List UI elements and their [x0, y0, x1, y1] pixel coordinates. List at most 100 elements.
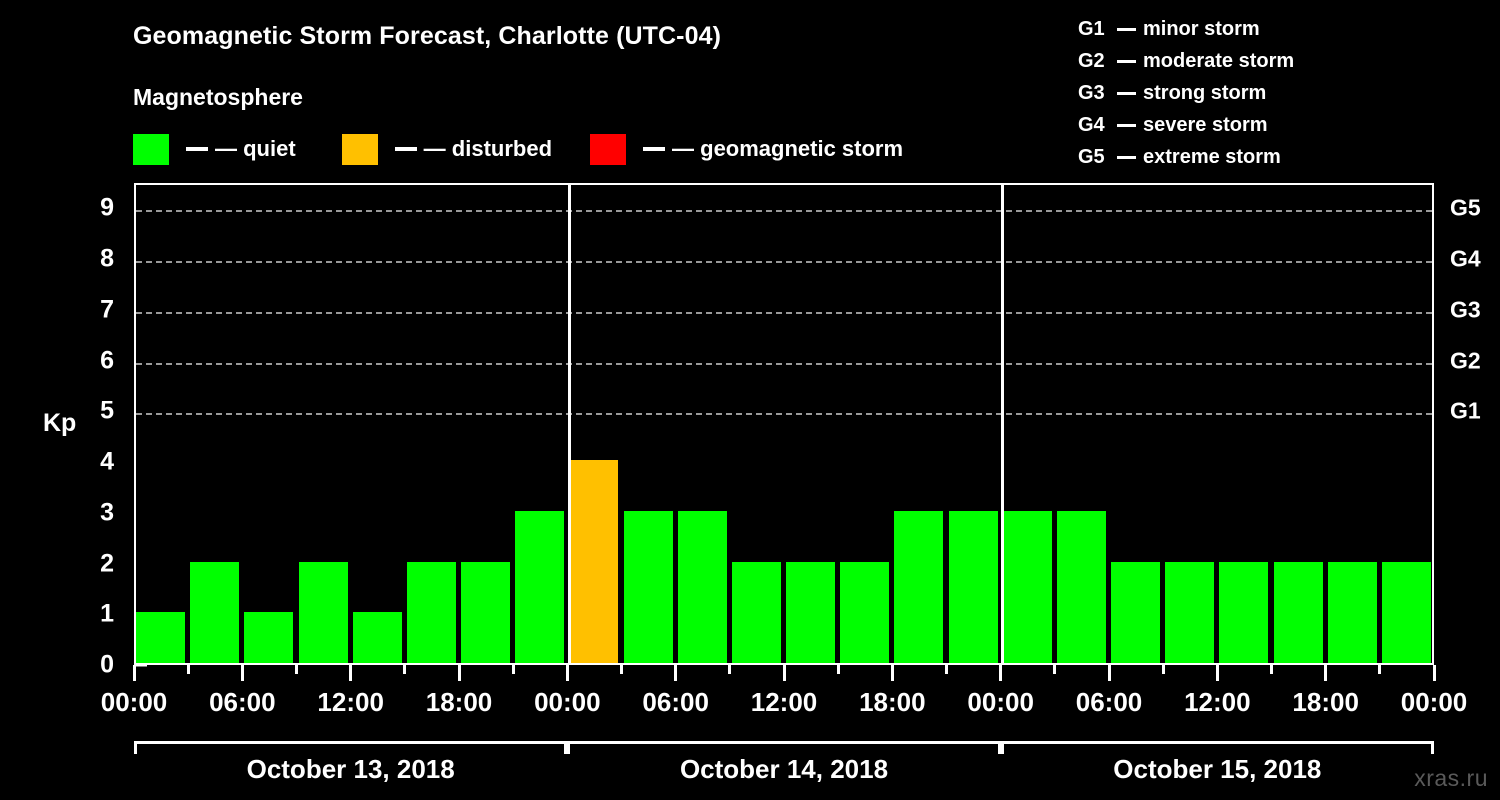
legend-dash-icon: [643, 147, 666, 151]
x-tick-minor: [620, 665, 623, 674]
g-scale-desc-g4: severe storm: [1143, 113, 1268, 136]
watermark: xras.ru: [1414, 765, 1488, 791]
x-tick-major: [674, 665, 678, 681]
y-tick-label-3: 3: [100, 498, 114, 527]
x-tick-label: 12:00: [1184, 687, 1251, 717]
g-scale-dash-icon: [1117, 91, 1136, 95]
g-scale-row-g4: G4 severe storm: [1078, 109, 1294, 141]
x-tick-major: [132, 665, 136, 681]
g-scale-row-g5: G5 extreme storm: [1078, 141, 1294, 173]
gridline-kp-8: [136, 261, 1432, 264]
x-tick-label: 00:00: [534, 687, 601, 717]
y-axis-title: Kp: [43, 409, 77, 437]
plot-inner: [136, 185, 1432, 663]
x-tick-label: 06:00: [1075, 687, 1143, 717]
bar: [1111, 561, 1161, 663]
g-scale-code-g3: G3: [1078, 81, 1105, 104]
g-scale-code-g2: G2: [1078, 49, 1105, 72]
bar: [569, 460, 619, 663]
magnetosphere-heading: Magnetosphere: [133, 84, 303, 110]
bar: [1165, 561, 1215, 663]
x-tick-major: [1324, 665, 1328, 681]
x-tick-major: [457, 665, 461, 681]
bar: [948, 510, 998, 663]
g-scale-dash-icon: [1117, 155, 1136, 159]
x-tick-major: [999, 665, 1003, 681]
bar: [840, 561, 890, 663]
x-tick-minor: [1270, 665, 1273, 674]
x-tick-major: [890, 665, 894, 681]
bar: [461, 561, 511, 663]
g-scale-dash-icon: [1117, 123, 1136, 127]
legend-item-disturbed: — disturbed: [341, 133, 552, 165]
legend-dash-icon: [394, 147, 417, 151]
bar: [190, 561, 240, 663]
legend-item-storm: — geomagnetic storm: [590, 133, 903, 165]
plot-area: [134, 183, 1434, 665]
y-tick-label-1: 1: [100, 599, 114, 628]
bar: [731, 561, 781, 663]
legend-dash-icon: [186, 147, 208, 151]
bar: [298, 561, 348, 663]
g-scale-code-g4: G4: [1078, 113, 1105, 136]
g-scale-row-g3: G3 strong storm: [1078, 77, 1294, 109]
x-tick-label: 00:00: [100, 687, 168, 717]
x-tick-label: 12:00: [750, 687, 818, 717]
g-scale-legend: G1 minor storm G2 moderate storm G3 stro…: [1078, 13, 1294, 173]
day-label: October 15, 2018: [1113, 754, 1322, 784]
x-tick-minor: [945, 665, 948, 674]
x-tick-label: 00:00: [967, 687, 1034, 717]
x-tick-label: 18:00: [425, 687, 493, 717]
x-tick-minor: [1053, 665, 1057, 674]
g-scale-dash-icon: [1117, 27, 1136, 31]
bar: [1381, 561, 1431, 663]
x-tick-major: [1215, 665, 1219, 681]
x-tick-major: [1432, 665, 1436, 681]
right-axis-label-G4: G4: [1450, 245, 1481, 272]
gridline-kp-7: [136, 311, 1432, 314]
x-tick-minor: [1378, 665, 1382, 674]
bar: [244, 612, 294, 663]
bar: [1056, 510, 1106, 663]
g-scale-desc-g3: strong storm: [1143, 81, 1267, 104]
right-axis-label-G5: G5: [1450, 194, 1481, 221]
bar: [406, 561, 456, 663]
right-axis-label-G1: G1: [1450, 397, 1481, 424]
g-scale-code-g1: G1: [1078, 17, 1105, 40]
x-tick-major: [1107, 665, 1111, 681]
x-tick-major: [782, 665, 786, 681]
x-tick-label: 18:00: [859, 687, 926, 717]
day-band: [567, 741, 1001, 754]
magnetosphere-legend: — quiet — disturbed — geomagnetic storm: [133, 133, 903, 165]
x-tick-minor: [295, 665, 298, 674]
x-tick-major: [349, 665, 353, 681]
y-tick-label-5: 5: [100, 396, 114, 425]
g-scale-desc-g2: moderate storm: [1143, 49, 1295, 72]
x-tick-minor: [511, 665, 515, 674]
x-tick-label: 18:00: [1292, 687, 1359, 717]
y-tick-label-8: 8: [100, 244, 114, 273]
bar: [1002, 510, 1052, 663]
day-label: October 14, 2018: [679, 754, 889, 784]
bar: [894, 510, 944, 663]
g-scale-row-g2: G2 moderate storm: [1078, 45, 1294, 77]
x-tick-minor: [186, 665, 190, 674]
x-tick-minor: [403, 665, 407, 674]
right-axis-label-G3: G3: [1450, 296, 1481, 323]
day-band: [134, 741, 568, 754]
legend-swatch-quiet-icon: [133, 133, 169, 165]
bar: [1273, 561, 1323, 663]
bar: [623, 510, 673, 663]
x-tick-label: 12:00: [317, 687, 384, 717]
y-tick-label-6: 6: [100, 346, 114, 375]
page-title: Geomagnetic Storm Forecast, Charlotte (U…: [133, 22, 722, 50]
bar: [1219, 561, 1269, 663]
bar: [352, 612, 402, 663]
gridline-kp-6: [136, 362, 1432, 365]
g-scale-code-g5: G5: [1078, 145, 1105, 168]
gridline-kp-5: [136, 413, 1432, 416]
x-tick-major: [240, 665, 244, 681]
day-label: October 13, 2018: [246, 754, 455, 784]
day-band: [1000, 741, 1434, 754]
x-tick-label: 00:00: [1400, 687, 1468, 717]
